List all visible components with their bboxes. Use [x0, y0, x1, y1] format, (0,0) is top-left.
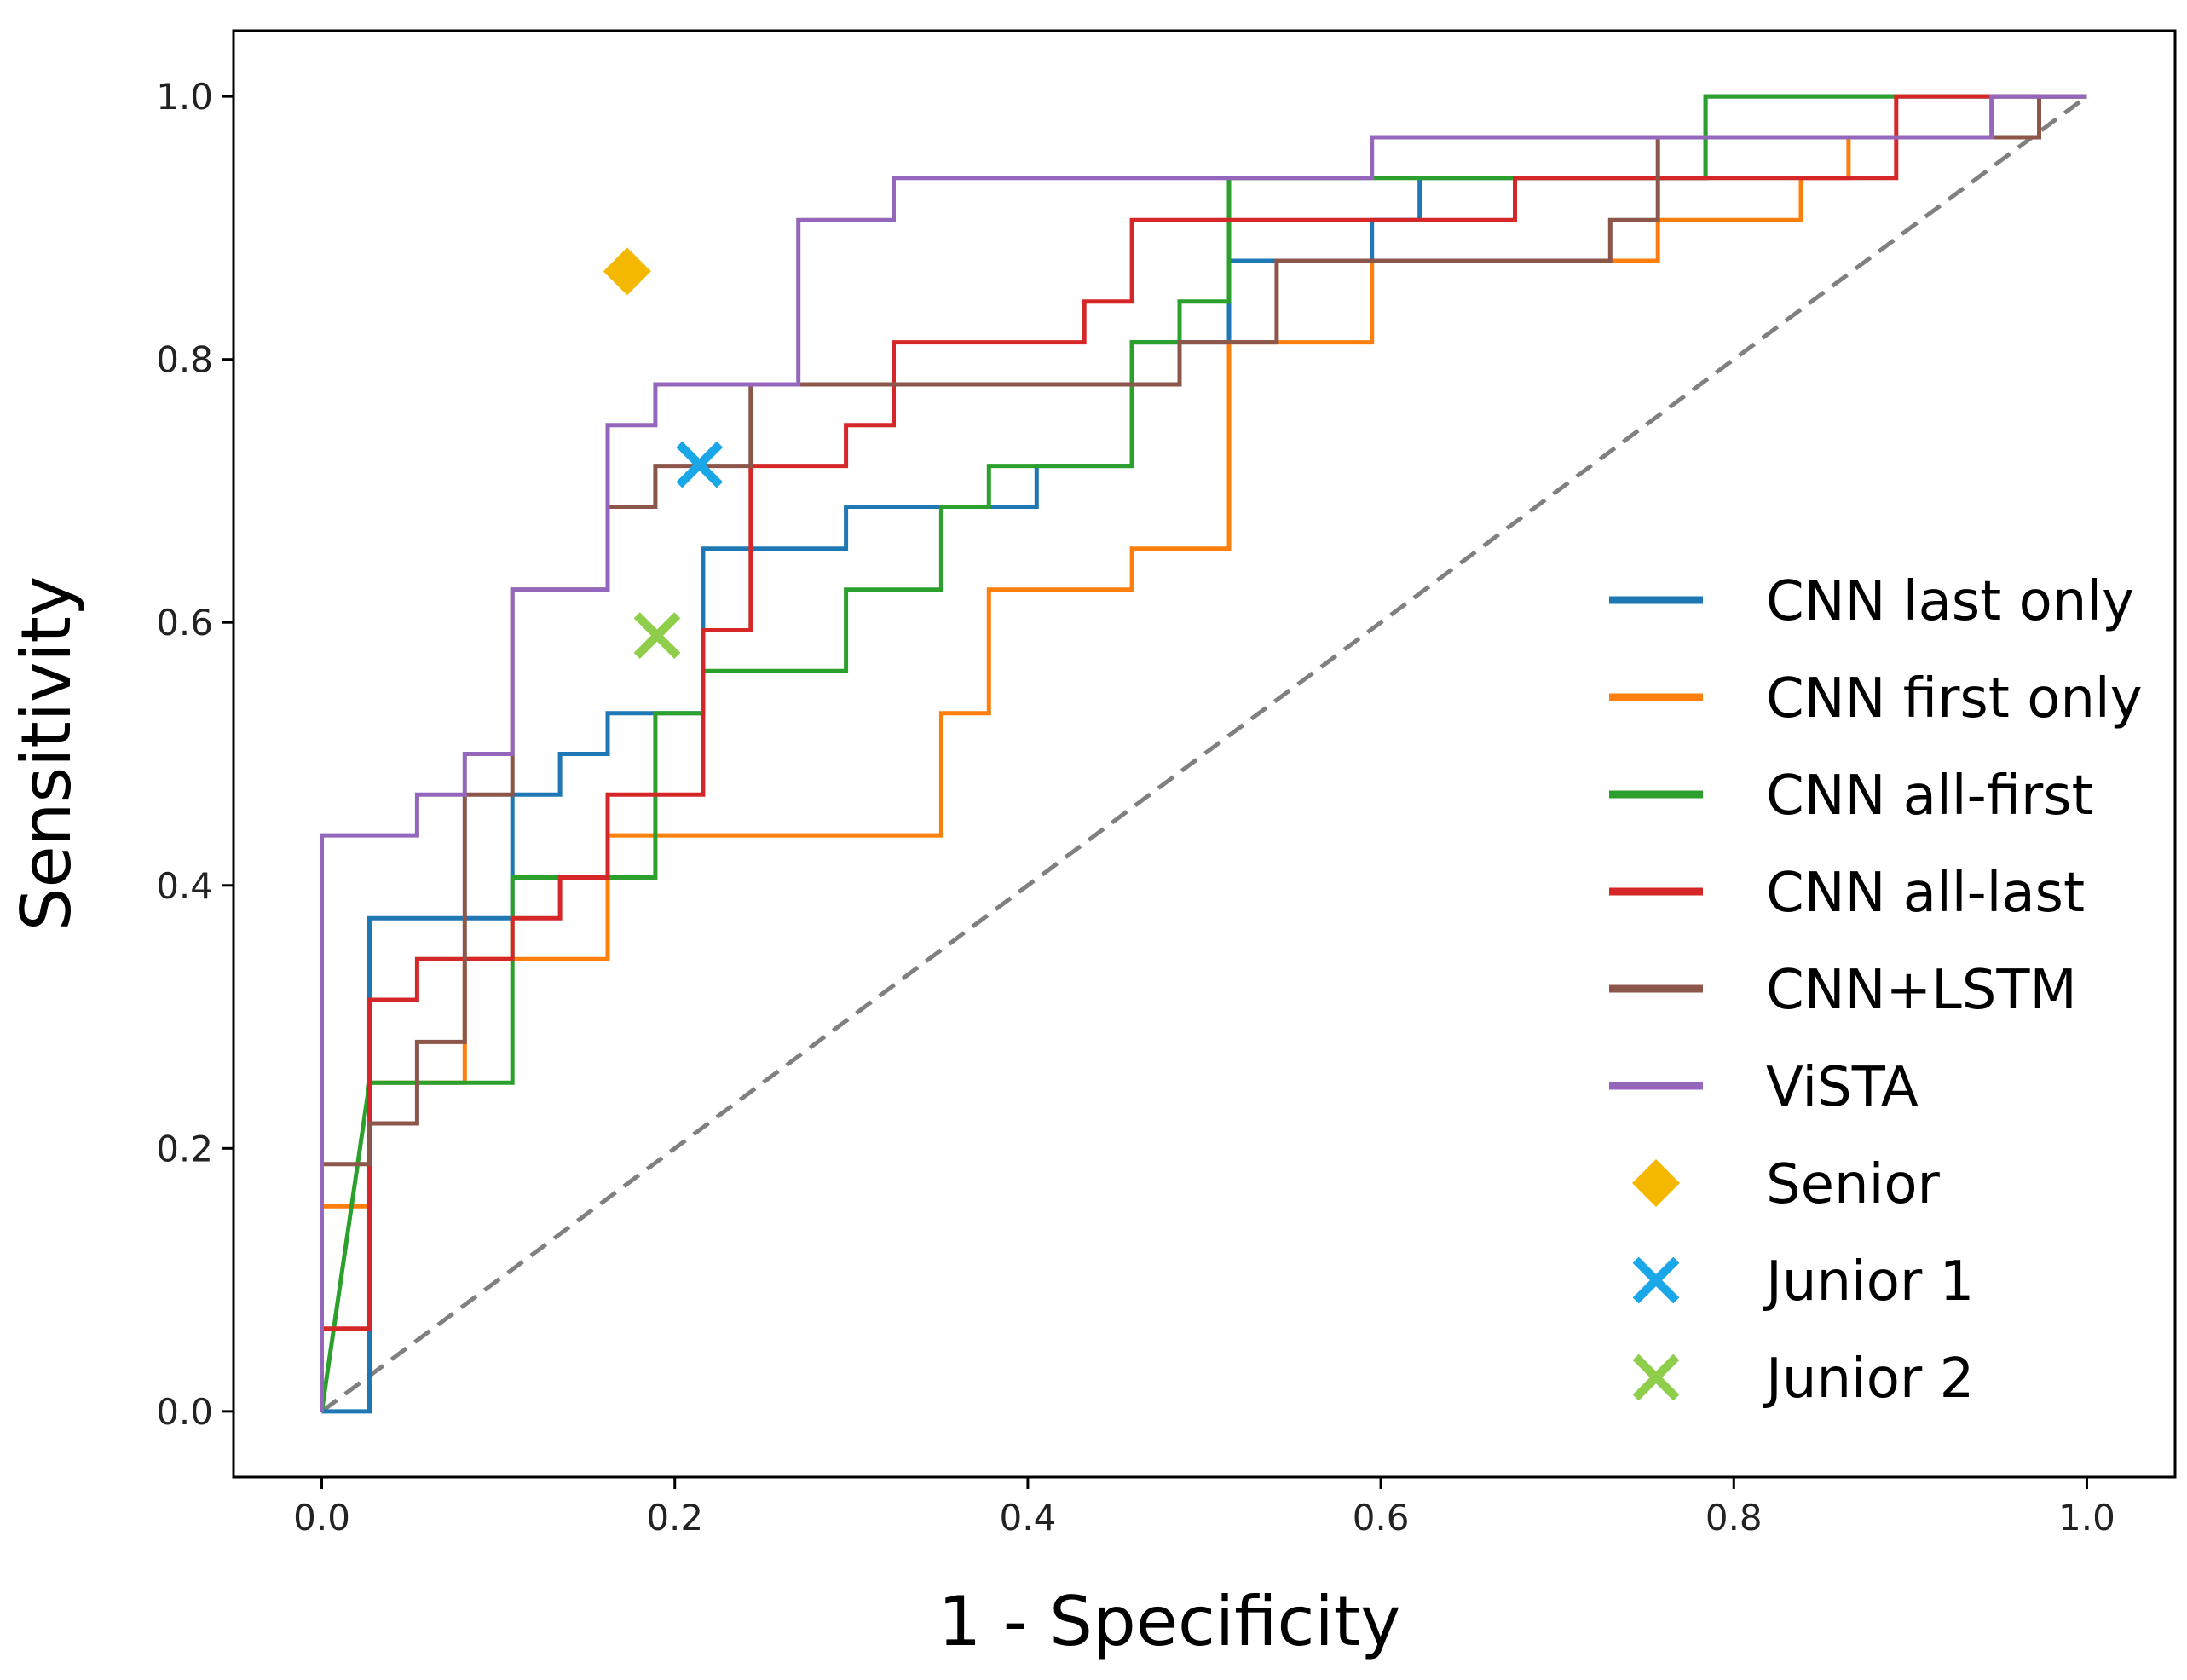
x-axis-title: 1 - Specificity [938, 1582, 1401, 1661]
x-tick-label: 0.4 [1000, 1497, 1057, 1539]
diagonal-reference-line [320, 95, 2088, 1413]
legend-entry-cnn-first-only: CNN first only [1609, 667, 2143, 730]
points-layer [603, 247, 724, 660]
x-tick-label: 0.8 [1705, 1497, 1763, 1539]
y-tick-label: 0.4 [156, 865, 213, 907]
legend-marker [1632, 1256, 1680, 1304]
series-line-cnn-all-last [320, 94, 2087, 1412]
y-tick-label: 0.0 [156, 1391, 213, 1433]
x-tick-label: 1.0 [2058, 1497, 2115, 1539]
legend-label: Junior 2 [1763, 1348, 1974, 1411]
y-tick-label: 0.8 [156, 339, 213, 381]
legend: CNN last only CNN first only CNN all-first… [1609, 570, 2143, 1411]
series-layer [320, 94, 2087, 1414]
diagonal-layer [320, 95, 2088, 1413]
legend-label: CNN all-last [1766, 862, 2085, 925]
y-tick-label: 0.2 [156, 1128, 213, 1169]
legend-entry-vista: ViSTA [1609, 1056, 1919, 1119]
y-axis-title: Sensitivity [7, 576, 86, 931]
legend-marker [1632, 1354, 1680, 1401]
legend-entry-cnn-lstm: CNN+LSTM [1609, 959, 2077, 1022]
legend-entry-senior: Senior [1632, 1153, 1941, 1216]
legend-entry-junior-2: Junior 2 [1632, 1348, 1974, 1411]
legend-marker [1632, 1159, 1680, 1207]
x-tick-label: 0.0 [293, 1497, 350, 1539]
legend-label: Senior [1766, 1153, 1941, 1216]
x-tick-label: 0.6 [1353, 1497, 1410, 1539]
y-tick-label: 0.6 [156, 602, 213, 644]
legend-label: CNN last only [1766, 570, 2134, 633]
legend-entry-junior-1: Junior 1 [1632, 1250, 1974, 1313]
series-line-cnn-last-only [321, 94, 2087, 1414]
series-line-vista [320, 94, 2087, 1412]
plot-frame [232, 29, 2177, 1479]
legend-label: CNN all-first [1766, 765, 2093, 828]
legend-entry-cnn-last-only: CNN last only [1609, 570, 2134, 633]
y-ticks: 0.0 0.2 0.4 0.6 0.8 1.0 [156, 76, 234, 1433]
point-marker-junior-2 [633, 612, 681, 660]
legend-label: Junior 1 [1763, 1250, 1974, 1313]
point-marker-junior-1 [676, 441, 724, 488]
point-marker-senior [603, 247, 651, 296]
legend-entry-cnn-all-last: CNN all-last [1609, 862, 2085, 925]
y-tick-label: 1.0 [156, 76, 213, 118]
legend-entry-cnn-all-first: CNN all-first [1609, 765, 2093, 828]
legend-label: ViSTA [1766, 1056, 1919, 1119]
series-line-cnn-lstm [320, 94, 2087, 1412]
x-ticks: 0.0 0.2 0.4 0.6 0.8 1.0 [293, 1477, 2115, 1539]
legend-label: CNN first only [1766, 667, 2143, 730]
legend-label: CNN+LSTM [1766, 959, 2077, 1022]
x-tick-label: 0.2 [646, 1497, 703, 1539]
